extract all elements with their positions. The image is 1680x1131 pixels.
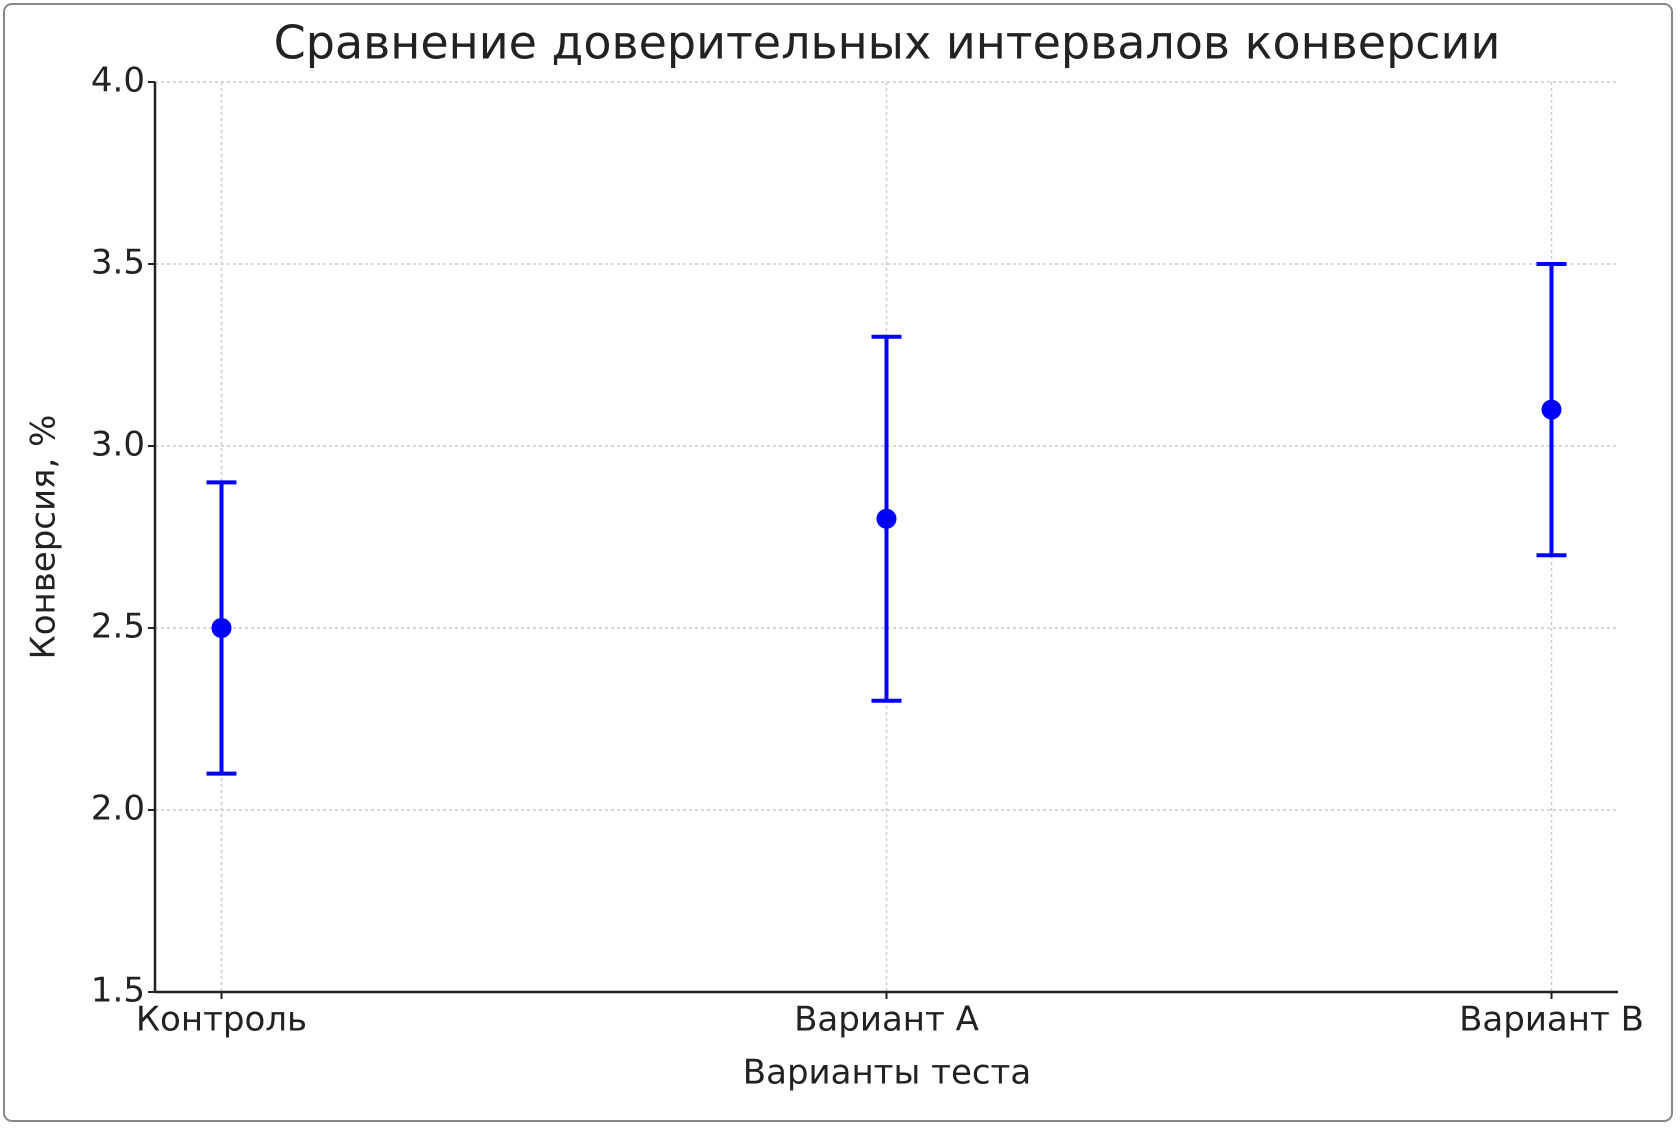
y-tick-label: 2.5 bbox=[91, 607, 145, 647]
y-tick-label: 3.0 bbox=[91, 425, 145, 465]
y-tick-label: 4.0 bbox=[91, 61, 145, 101]
y-tick-label: 2.0 bbox=[91, 789, 145, 829]
frame bbox=[3, 3, 1673, 1122]
x-tick-label: Вариант A bbox=[794, 1000, 979, 1040]
point bbox=[1541, 399, 1562, 420]
y-axis-label: Конверсия, % bbox=[24, 415, 64, 660]
point bbox=[876, 508, 897, 529]
chart-title: Сравнение доверительных интервалов конве… bbox=[274, 16, 1501, 70]
point bbox=[211, 618, 232, 638]
x-tick-label: Контроль bbox=[136, 1000, 307, 1040]
x-axis-label: Варианты теста bbox=[743, 1053, 1031, 1093]
x-tick-label: Вариант B bbox=[1459, 1000, 1644, 1040]
y-tick-label: 1.5 bbox=[91, 971, 145, 1011]
y-tick-label: 3.5 bbox=[91, 243, 145, 283]
